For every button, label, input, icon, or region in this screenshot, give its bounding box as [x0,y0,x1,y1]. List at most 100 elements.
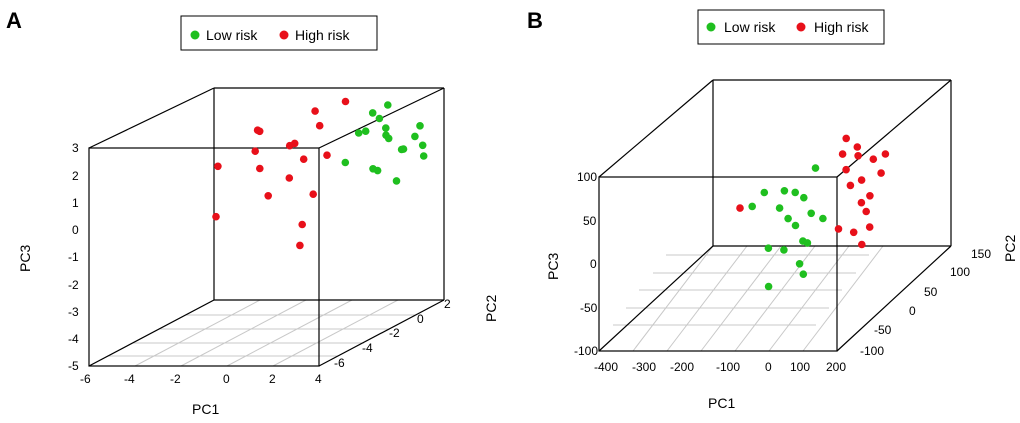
low-risk-point [800,193,808,202]
panel-b-y-tick: 0 [909,304,916,318]
panel-a-y-tick: -2 [389,326,400,340]
panel-a-legend-low-swatch [190,30,200,40]
panel-b-floor-grid [613,245,884,352]
panel-a-y-tick: 0 [417,312,424,326]
low-risk-point [392,177,401,185]
high-risk-point [865,223,874,231]
high-risk-point [834,225,843,233]
panel-b-x-tick: 100 [790,360,810,374]
panel-b-x-tick: -200 [670,360,694,374]
panel-a-z-tick: 1 [72,196,79,210]
panel-a-legend: Low risk High risk [180,15,378,51]
high-risk-point [212,212,220,221]
panel-b-legend-low-label: Low risk [724,19,776,35]
panel-a-grid-line [226,299,353,367]
low-risk-point [397,145,406,154]
low-risk-point [780,187,789,195]
high-risk-point [853,143,862,151]
panel-b-z-axis: -100 -50 0 50 100 PC3 [545,170,598,358]
panel-b-x-axis: -400 -300 -200 -100 0 100 200 PC1 [594,360,846,411]
panel-b-legend-high-label: High risk [814,19,869,35]
panel-b-z-tick: 50 [583,214,597,228]
panel-b-z-tick: 100 [577,170,597,184]
high-risk-point [866,192,874,200]
high-risk-point [298,220,307,229]
low-risk-point [764,282,773,291]
low-risk-point [361,127,370,135]
panel-a-z-title: PC3 [17,245,33,272]
high-risk-point [854,152,862,160]
low-risk-point [780,246,788,254]
panel-a-grid-line [180,299,307,367]
high-risk-point [315,121,324,130]
panel-a-edge [318,299,445,367]
panel-a-y-tick: 2 [444,297,451,311]
panel-a-x-tick: -4 [124,372,135,386]
panel-b-grid-line [734,245,816,352]
panel-b-y-tick: 50 [924,285,938,299]
panel-b-z-tick: 0 [590,257,597,271]
panel-a-z-tick: -3 [68,305,79,319]
low-risk-point [384,101,392,109]
panel-a-grid-line [272,299,399,367]
low-risk-point [369,165,377,173]
low-risk-point [748,202,756,211]
high-risk-point [290,139,299,148]
high-risk-point [299,155,308,163]
panel-a-z-tick: 0 [72,223,79,237]
panel-a-y-tick: -6 [334,356,345,370]
high-risk-point [849,228,858,237]
panel-b-edge [836,79,952,178]
high-risk-point [285,174,294,182]
high-risk-point [842,165,850,174]
high-risk-point [842,134,850,143]
low-risk-point [791,221,800,230]
low-risk-point [416,122,424,130]
panel-a: A Low risk High risk [6,8,499,417]
panel-b-z-tick: -100 [574,344,598,358]
panel-b-grid-line [666,245,748,352]
panel-a-z-tick: -1 [68,250,79,264]
high-risk-point [311,107,319,115]
panel-a-y-title: PC2 [483,295,499,322]
panel-a-z-tick: -2 [68,278,79,292]
high-risk-point [862,207,870,216]
high-risk-point [264,192,273,200]
high-risk-point [251,147,259,155]
panel-a-x-tick: 2 [269,372,276,386]
panel-a-x-tick: 0 [223,372,230,386]
panel-b-grid-line [768,245,850,352]
low-risk-point [795,260,804,268]
low-risk-point [811,164,820,172]
panel-b-y-tick: 150 [971,247,991,261]
panel-b: B Low risk High risk [527,8,1018,411]
panel-b-grid-line [632,245,714,352]
low-risk-point [411,132,419,141]
low-risk-point [368,109,377,117]
high-risk-point [857,176,866,184]
high-risk-point [341,97,350,106]
high-risk-point [858,240,866,249]
high-risk-point [846,181,855,190]
high-risk-point [881,150,890,158]
panel-b-y-tick: -100 [860,344,884,358]
panel-a-legend-high-swatch [279,30,289,40]
high-risk-point [296,241,304,250]
low-risk-point [791,188,799,197]
panel-b-y-title: PC2 [1002,235,1018,262]
low-risk-point [819,214,827,223]
high-risk-point [838,150,847,158]
panel-a-z-tick: -4 [68,332,79,346]
panel-a-y-axis: -6 -4 -2 0 2 PC2 [334,295,499,370]
panel-a-z-tick: 2 [72,169,79,183]
panel-a-floor-grid [88,299,416,367]
low-risk-point [419,152,428,160]
panel-b-z-tick: -50 [580,301,598,315]
panel-b-x-tick: 0 [765,360,772,374]
panel-a-edge [88,299,215,367]
panel-b-legend-box [697,9,885,45]
panel-b-x-tick: 200 [826,360,846,374]
panel-b-y-tick: 100 [950,265,970,279]
panel-a-points [212,97,428,250]
